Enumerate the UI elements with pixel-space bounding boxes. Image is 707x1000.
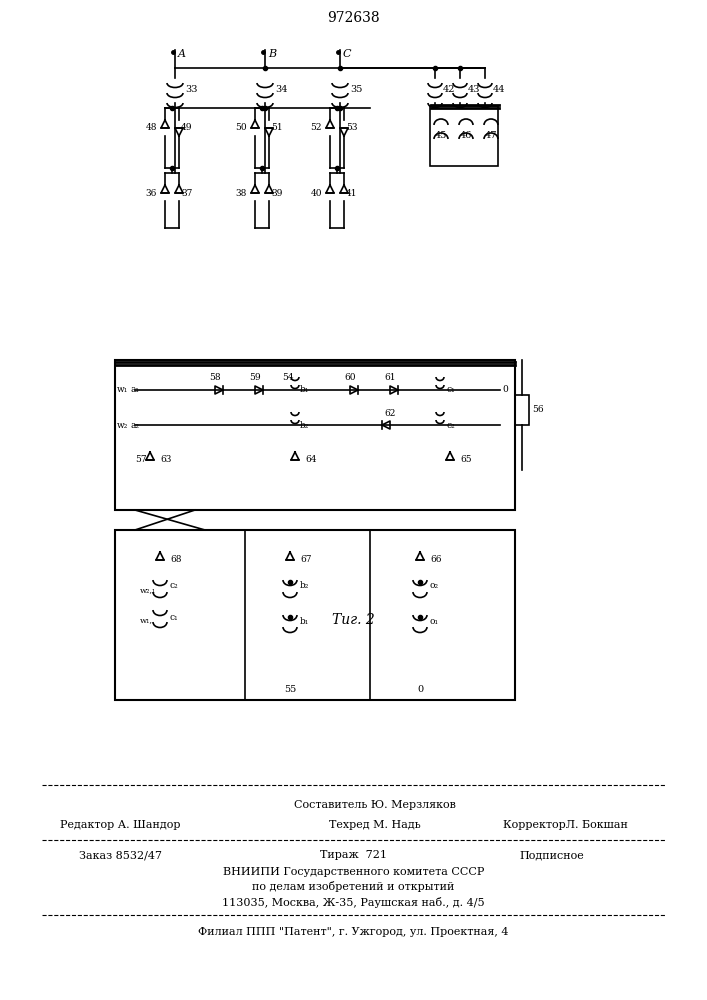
Text: 36: 36: [146, 188, 157, 198]
Text: a₁: a₁: [131, 385, 140, 394]
Text: Τиг. 2: Τиг. 2: [332, 613, 375, 627]
Bar: [115, 360, 515, 510]
Text: Техред М. Надь: Техред М. Надь: [329, 820, 421, 830]
Text: B: B: [268, 49, 276, 59]
Text: 65: 65: [460, 456, 472, 464]
Text: w₁: w₁: [117, 385, 128, 394]
Text: 47: 47: [485, 131, 498, 140]
Text: 66: 66: [430, 556, 441, 564]
Bar: [430, 106, 498, 166]
Text: 44: 44: [493, 86, 506, 95]
Text: 60: 60: [344, 373, 356, 382]
Text: 53: 53: [346, 123, 358, 132]
Text: o₁: o₁: [430, 617, 439, 626]
Text: b₂: b₂: [300, 420, 310, 430]
Text: Филиал ППП "Патент", г. Ужгород, ул. Проектная, 4: Филиал ППП "Патент", г. Ужгород, ул. Про…: [198, 927, 509, 937]
Text: 56: 56: [532, 406, 544, 414]
Text: 52: 52: [310, 123, 322, 132]
Text: C: C: [343, 49, 351, 59]
Text: 46: 46: [460, 131, 472, 140]
Text: 64: 64: [305, 456, 317, 464]
Text: c₂: c₂: [447, 420, 456, 430]
Text: 42: 42: [443, 86, 455, 95]
Text: 38: 38: [235, 188, 247, 198]
Text: 59: 59: [249, 373, 261, 382]
Text: Составитель Ю. Мерзляков: Составитель Ю. Мерзляков: [294, 800, 455, 810]
Text: w₁,: w₁,: [140, 616, 153, 624]
Text: 43: 43: [468, 86, 481, 95]
Text: b₁: b₁: [300, 617, 309, 626]
Text: 49: 49: [181, 123, 192, 132]
Text: w₂: w₂: [117, 420, 129, 430]
Text: Заказ 8532/47: Заказ 8532/47: [78, 850, 162, 860]
Text: 0: 0: [502, 385, 508, 394]
Text: 39: 39: [271, 188, 282, 198]
Text: c₂: c₂: [170, 582, 179, 590]
Text: 113035, Москва, Ж-35, Раушская наб., д. 4/5: 113035, Москва, Ж-35, Раушская наб., д. …: [222, 896, 485, 908]
Text: 62: 62: [385, 408, 396, 418]
Text: c₁: c₁: [447, 385, 455, 394]
Text: 51: 51: [271, 123, 283, 132]
Text: o₂: o₂: [430, 582, 439, 590]
Text: b₁: b₁: [300, 385, 309, 394]
Text: 33: 33: [185, 86, 197, 95]
Text: 58: 58: [209, 373, 221, 382]
Text: Редактор А. Шандор: Редактор А. Шандор: [60, 820, 180, 830]
Text: 34: 34: [275, 86, 288, 95]
Text: 37: 37: [181, 188, 192, 198]
Text: 0: 0: [417, 686, 423, 694]
Text: 68: 68: [170, 556, 182, 564]
Text: 972638: 972638: [327, 11, 380, 25]
Text: b₂: b₂: [300, 582, 310, 590]
Text: w₂,₁: w₂,₁: [140, 586, 156, 594]
Text: A: A: [178, 49, 186, 59]
Text: 55: 55: [284, 686, 296, 694]
Text: ВНИИПИ Государственного комитета СССР: ВНИИПИ Государственного комитета СССР: [223, 867, 484, 877]
Text: a₂: a₂: [131, 420, 140, 430]
Text: 54: 54: [282, 373, 294, 382]
Text: 67: 67: [300, 556, 312, 564]
Text: КорректорЛ. Бокшан: КорректорЛ. Бокшан: [503, 820, 628, 830]
Text: 50: 50: [235, 123, 247, 132]
Text: 48: 48: [146, 123, 157, 132]
Text: 63: 63: [160, 456, 171, 464]
Bar: [515, 395, 529, 425]
Text: 57: 57: [135, 456, 146, 464]
Text: 41: 41: [346, 188, 358, 198]
Text: 35: 35: [350, 86, 363, 95]
Text: 61: 61: [384, 373, 396, 382]
Text: Подписное: Подписное: [519, 850, 584, 860]
Text: 40: 40: [310, 188, 322, 198]
Bar: [115, 530, 515, 700]
Text: Тираж  721: Тираж 721: [320, 850, 387, 860]
Text: c₁: c₁: [170, 612, 179, 621]
Text: 45: 45: [435, 131, 448, 140]
Text: по делам изобретений и открытий: по делам изобретений и открытий: [252, 882, 455, 892]
